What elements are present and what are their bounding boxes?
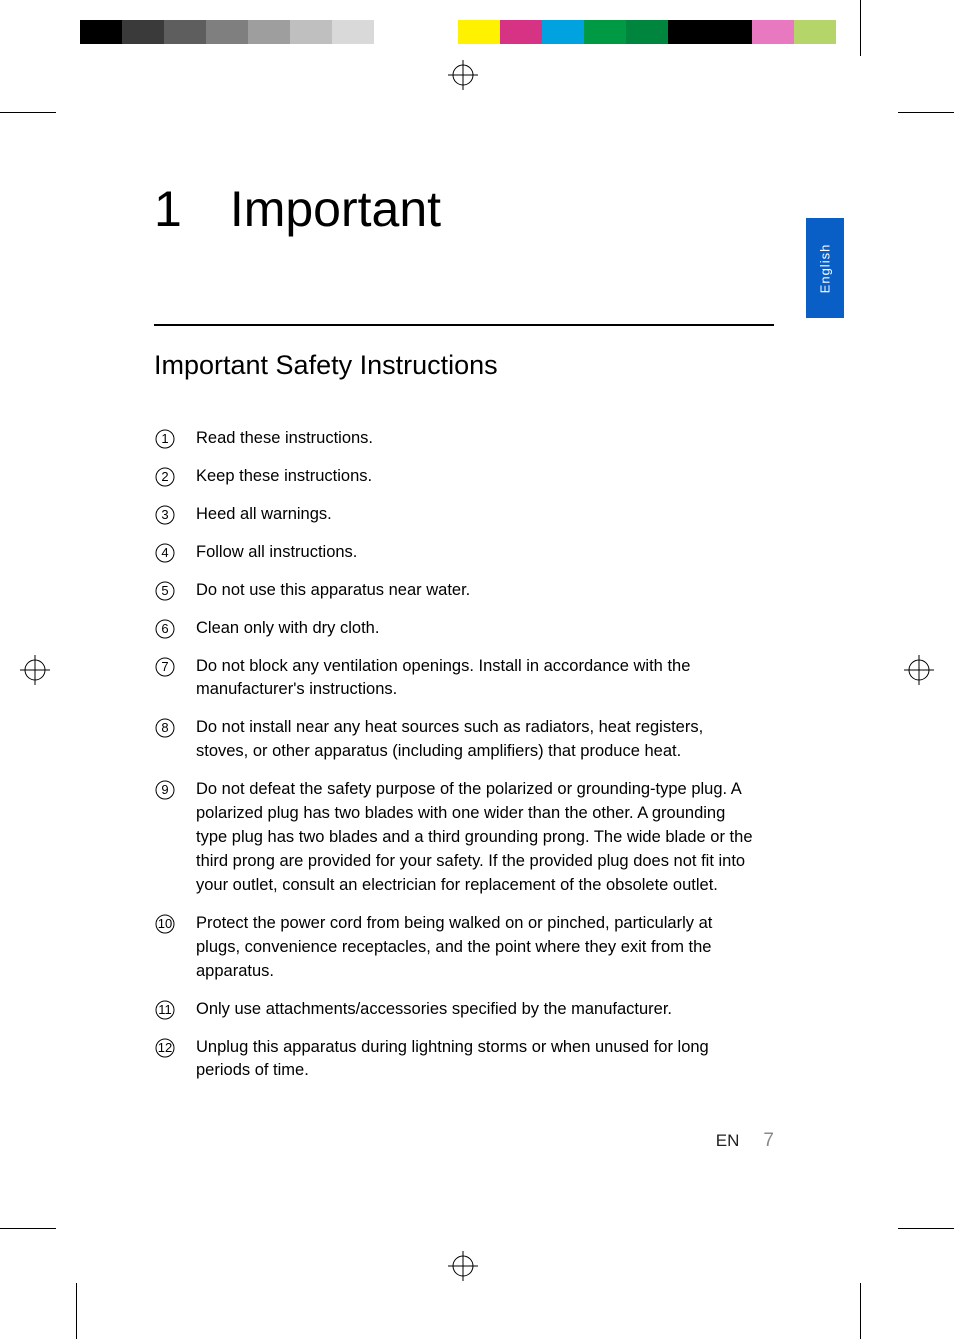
list-item-text: Do not install near any heat sources suc…	[196, 716, 754, 764]
color-swatch	[542, 20, 584, 44]
circled-number-icon: 11	[154, 999, 176, 1021]
list-item: 11 Only use attachments/accessories speci…	[154, 998, 754, 1022]
svg-text:12: 12	[158, 1040, 172, 1055]
circled-number-icon: 9	[154, 779, 176, 801]
chapter-number: 1	[154, 180, 182, 238]
circled-number-icon: 7	[154, 656, 176, 678]
color-swatch	[710, 20, 752, 44]
list-item-text: Protect the power cord from being walked…	[196, 912, 754, 984]
circled-number-icon: 3	[154, 504, 176, 526]
color-swatch	[584, 20, 626, 44]
crop-mark	[898, 1228, 954, 1229]
list-item: 2 Keep these instructions.	[154, 465, 754, 489]
list-item: 1 Read these instructions.	[154, 427, 754, 451]
svg-text:6: 6	[161, 621, 168, 636]
color-swatch	[794, 20, 836, 44]
color-swatch	[122, 20, 164, 44]
color-swatch	[332, 20, 374, 44]
list-item-text: Unplug this apparatus during lightning s…	[196, 1036, 754, 1084]
circled-number-icon: 4	[154, 542, 176, 564]
svg-text:8: 8	[161, 720, 168, 735]
circled-number-icon: 10	[154, 913, 176, 935]
chapter-title: Important	[230, 180, 441, 238]
svg-text:11: 11	[158, 1002, 172, 1017]
content-area: 1 Important Important Safety Instruction…	[154, 180, 754, 1083]
instruction-list: 1 Read these instructions. 2 Keep these ins…	[154, 427, 754, 1083]
crop-mark	[76, 1283, 77, 1339]
color-calibration-bar	[0, 20, 954, 44]
circled-number-icon: 1	[154, 428, 176, 450]
registration-mark-icon	[20, 655, 50, 685]
color-swatch	[206, 20, 248, 44]
registration-mark-icon	[448, 1251, 478, 1281]
color-swatch	[164, 20, 206, 44]
color-swatch	[374, 20, 416, 44]
list-item-text: Keep these instructions.	[196, 465, 372, 489]
crop-mark	[860, 1283, 861, 1339]
list-item: 8 Do not install near any heat sources su…	[154, 716, 754, 764]
crop-mark	[898, 112, 954, 113]
circled-number-icon: 2	[154, 466, 176, 488]
list-item: 7 Do not block any ventilation openings. …	[154, 655, 754, 703]
svg-text:1: 1	[161, 431, 168, 446]
section-rule	[154, 324, 774, 326]
list-item: 12 Unplug this apparatus during lightning…	[154, 1036, 754, 1084]
color-swatch	[458, 20, 500, 44]
registration-mark-icon	[448, 60, 478, 90]
color-swatch	[80, 20, 122, 44]
list-item: 6 Clean only with dry cloth.	[154, 617, 754, 641]
svg-text:7: 7	[161, 659, 168, 674]
color-swatch	[752, 20, 794, 44]
footer-page-number: 7	[763, 1130, 774, 1152]
list-item: 10 Protect the power cord from being walk…	[154, 912, 754, 984]
page-footer: EN 7	[154, 1130, 774, 1152]
color-swatch	[290, 20, 332, 44]
svg-text:2: 2	[161, 469, 168, 484]
language-tab-label: English	[818, 243, 833, 293]
list-item-text: Follow all instructions.	[196, 541, 357, 565]
circled-number-icon: 12	[154, 1037, 176, 1059]
color-swatch	[248, 20, 290, 44]
crop-mark	[0, 1228, 56, 1229]
language-tab: English	[806, 218, 844, 318]
crop-mark	[860, 0, 861, 56]
svg-text:3: 3	[161, 507, 168, 522]
svg-text:4: 4	[161, 545, 168, 560]
list-item: 5 Do not use this apparatus near water.	[154, 579, 754, 603]
list-item: 3 Heed all warnings.	[154, 503, 754, 527]
list-item-text: Do not defeat the safety purpose of the …	[196, 778, 754, 898]
list-item-text: Read these instructions.	[196, 427, 373, 451]
circled-number-icon: 5	[154, 580, 176, 602]
list-item-text: Do not block any ventilation openings. I…	[196, 655, 754, 703]
color-swatch	[500, 20, 542, 44]
page: English 1 Important Important Safety Ins…	[0, 0, 954, 1339]
list-item-text: Do not use this apparatus near water.	[196, 579, 470, 603]
color-swatch	[836, 20, 908, 44]
svg-text:10: 10	[158, 916, 172, 931]
chapter-heading: 1 Important	[154, 180, 754, 238]
list-item: 9 Do not defeat the safety purpose of the…	[154, 778, 754, 898]
list-item: 4 Follow all instructions.	[154, 541, 754, 565]
registration-mark-icon	[904, 655, 934, 685]
color-swatch	[626, 20, 668, 44]
svg-text:5: 5	[161, 583, 168, 598]
circled-number-icon: 6	[154, 618, 176, 640]
svg-text:9: 9	[161, 782, 168, 797]
list-item-text: Clean only with dry cloth.	[196, 617, 379, 641]
color-swatch	[416, 20, 458, 44]
list-item-text: Heed all warnings.	[196, 503, 332, 527]
crop-mark	[0, 112, 56, 113]
footer-lang: EN	[716, 1131, 740, 1151]
circled-number-icon: 8	[154, 717, 176, 739]
color-swatch	[0, 20, 80, 44]
list-item-text: Only use attachments/accessories specifi…	[196, 998, 672, 1022]
section-title: Important Safety Instructions	[154, 350, 754, 381]
color-swatch	[668, 20, 710, 44]
